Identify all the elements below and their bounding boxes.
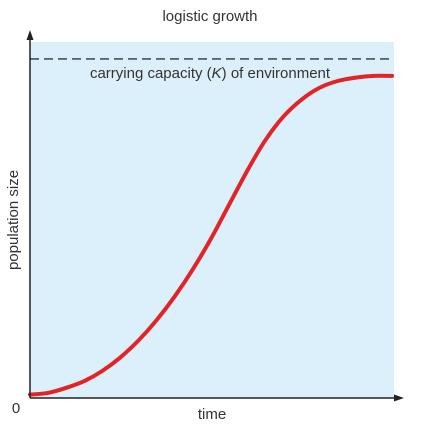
carrying-capacity-label: carrying capacity (K) of environment [90, 65, 331, 82]
carrying-capacity-label-prefix: carrying capacity ( [90, 65, 212, 82]
x-axis-label: time [198, 406, 226, 423]
y-axis-arrowhead [26, 30, 34, 40]
logistic-curve-series [28, 73, 394, 397]
x-axis-arrowhead [394, 394, 404, 402]
plot-background [30, 42, 394, 398]
origin-label: 0 [12, 400, 20, 417]
chart-title: logistic growth [162, 8, 257, 25]
y-axis-label: population size [5, 170, 22, 270]
carrying-capacity-label-italic: K [212, 65, 223, 82]
carrying-capacity-label-suffix: ) of environment [222, 65, 331, 82]
